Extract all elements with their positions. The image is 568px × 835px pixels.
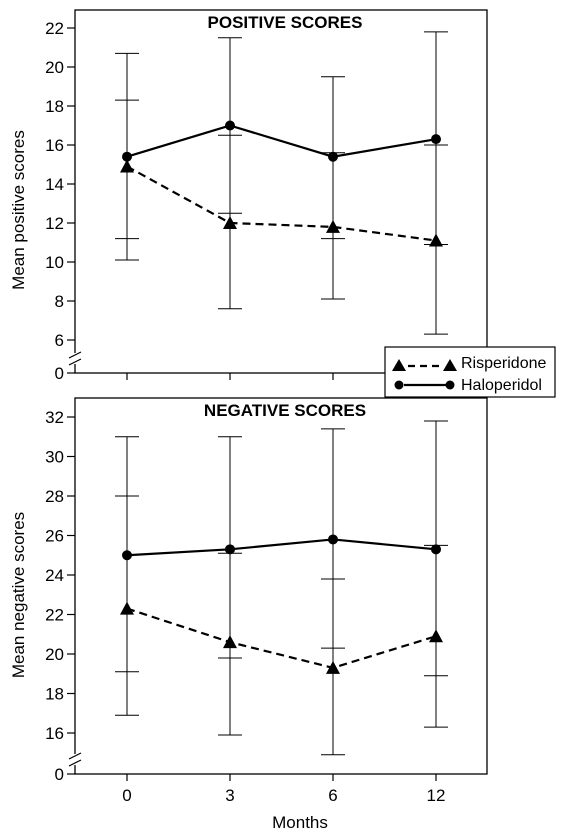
y-tick-label: 16 <box>45 724 64 743</box>
legend: Risperidone Haloperidol <box>384 346 556 398</box>
x-tick-label: 12 <box>427 786 446 805</box>
y-tick-label: 0 <box>55 765 64 784</box>
axis-break-gap <box>71 754 79 765</box>
data-point-triangle <box>223 216 237 229</box>
y-tick-label: 16 <box>45 136 64 155</box>
series-line-risperidone <box>126 607 437 669</box>
y-tick-label: 6 <box>55 331 64 350</box>
series-line-haloperidol <box>126 124 437 158</box>
x-axis-label: Months <box>272 813 328 832</box>
panel-title: NEGATIVE SCORES <box>204 401 366 420</box>
series-line-haloperidol <box>126 538 437 557</box>
series-line-risperidone <box>126 165 437 242</box>
x-tick-label: 3 <box>225 786 234 805</box>
y-tick-label: 28 <box>45 487 64 506</box>
axis-break-gap <box>71 353 79 364</box>
y-tick-label: 26 <box>45 527 64 546</box>
plot-frame <box>74 397 488 775</box>
data-point-circle <box>122 550 132 561</box>
positive-scores-panel: POSITIVE SCORES Mean positive scores 6 8 1… <box>9 9 488 383</box>
y-tick-label: 10 <box>45 253 64 272</box>
y-tick-label: 0 <box>55 364 64 383</box>
axis-break-mark <box>68 358 82 366</box>
data-point-circle <box>328 151 338 162</box>
y-tick-label: 14 <box>45 175 64 194</box>
y-tick-label: 30 <box>45 448 64 467</box>
axis-break-mark <box>68 759 82 767</box>
y-axis-label: Mean negative scores <box>9 512 28 678</box>
data-point-circle <box>225 544 235 555</box>
legend-label-risperidone: Risperidone <box>461 355 546 372</box>
plot-frame <box>74 9 488 374</box>
y-tick-label: 20 <box>45 645 64 664</box>
data-point-circle <box>225 120 235 131</box>
data-point-circle <box>431 544 441 555</box>
y-tick-label: 12 <box>45 214 64 233</box>
legend-marker-circle <box>445 380 455 390</box>
data-point-circle <box>431 134 441 145</box>
data-point-triangle <box>326 660 340 674</box>
y-tick-label: 24 <box>45 566 64 585</box>
y-tick-label: 18 <box>45 97 64 116</box>
legend-marker-triangle <box>392 359 406 371</box>
y-tick-label: 32 <box>45 408 64 427</box>
y-tick-label: 22 <box>45 606 64 625</box>
negative-scores-panel: NEGATIVE SCORES Mean negative scores Mon… <box>9 397 488 832</box>
legend-marker-triangle <box>443 359 457 371</box>
panel-title: POSITIVE SCORES <box>208 13 363 32</box>
axis-break-mark <box>68 752 82 760</box>
x-tick-label: 0 <box>122 786 131 805</box>
legend-label-haloperidol: Haloperidol <box>461 377 542 394</box>
x-tick-label: 6 <box>328 786 337 805</box>
axis-break-mark <box>68 351 82 359</box>
legend-marker-circle <box>394 380 404 390</box>
data-point-circle <box>328 534 338 545</box>
data-point-circle <box>122 151 132 162</box>
y-tick-label: 18 <box>45 685 64 704</box>
y-tick-label: 8 <box>55 292 64 311</box>
y-tick-label: 20 <box>45 58 64 77</box>
y-tick-label: 22 <box>45 19 64 38</box>
y-axis-label: Mean positive scores <box>9 130 28 290</box>
legend-box <box>384 346 556 398</box>
